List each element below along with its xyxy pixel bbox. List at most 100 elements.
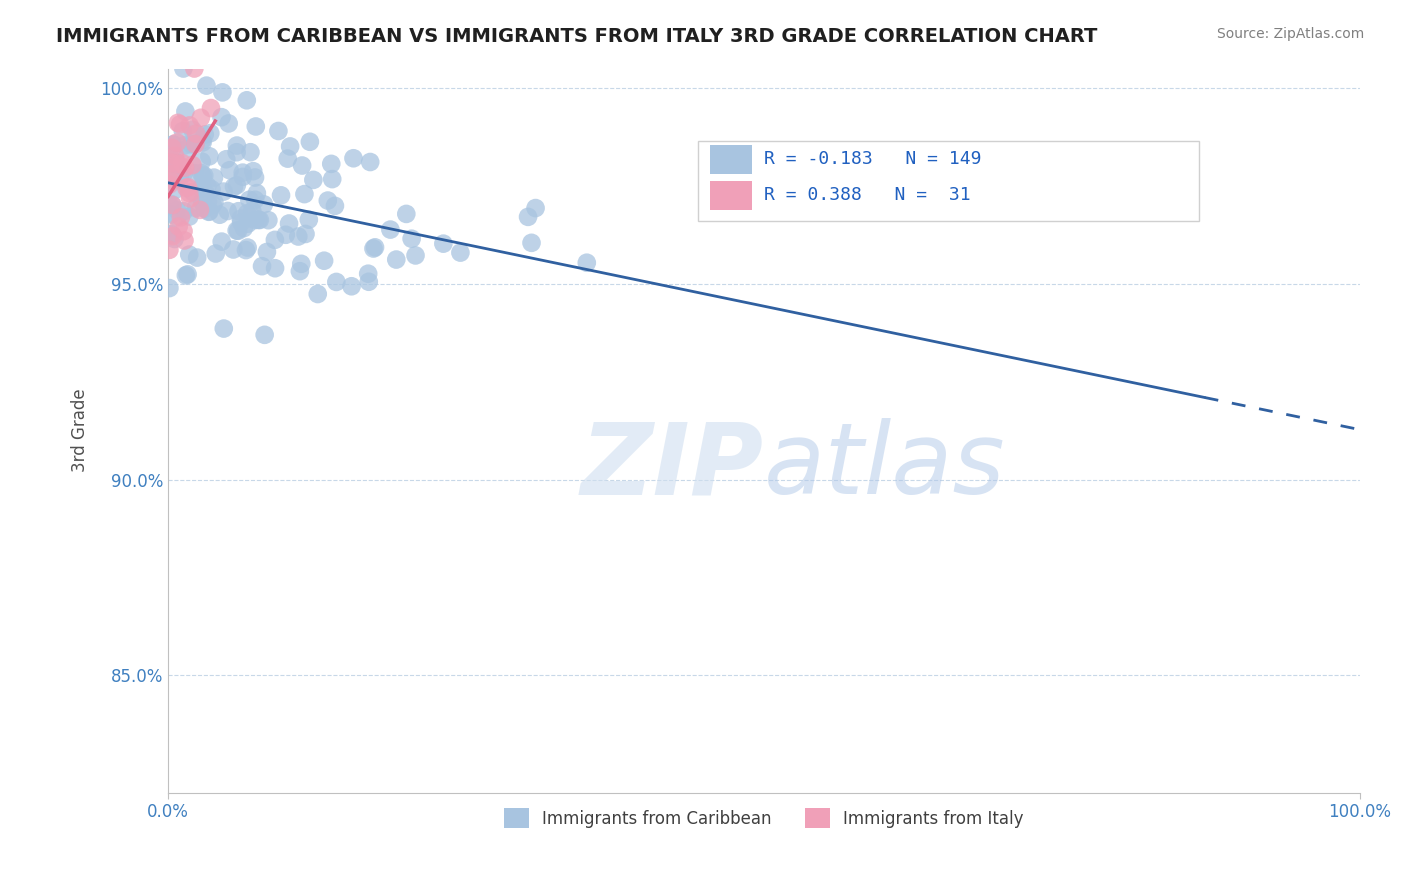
- Point: [159, 207, 181, 221]
- Point: [172, 124, 194, 138]
- Point: [217, 204, 239, 219]
- Point: [160, 227, 183, 242]
- Legend: Immigrants from Caribbean, Immigrants from Italy: Immigrants from Caribbean, Immigrants fr…: [498, 801, 1031, 835]
- Point: [249, 213, 271, 227]
- Point: [179, 247, 201, 261]
- Point: [167, 157, 190, 171]
- Point: [294, 187, 316, 202]
- Point: [169, 169, 191, 183]
- Point: [179, 191, 201, 205]
- Point: [173, 224, 195, 238]
- Point: [229, 215, 252, 229]
- Point: [166, 136, 188, 150]
- Point: [236, 206, 259, 220]
- Point: [166, 210, 188, 224]
- Point: [243, 193, 266, 207]
- Point: [363, 242, 385, 256]
- Point: [174, 104, 197, 119]
- Point: [157, 178, 180, 192]
- Point: [176, 268, 198, 282]
- Point: [236, 217, 259, 231]
- Point: [173, 167, 195, 181]
- Point: [278, 217, 301, 231]
- Point: [357, 267, 380, 281]
- Bar: [710, 181, 752, 210]
- Point: [323, 199, 346, 213]
- Point: [172, 62, 194, 76]
- Point: [198, 204, 221, 219]
- Point: [181, 158, 204, 172]
- Point: [245, 120, 267, 134]
- Point: [191, 194, 214, 209]
- Point: [208, 208, 231, 222]
- Point: [191, 133, 214, 147]
- Point: [160, 156, 183, 170]
- Point: [253, 327, 276, 342]
- Point: [288, 264, 311, 278]
- Point: [211, 86, 233, 100]
- Point: [405, 248, 427, 262]
- Point: [157, 281, 180, 295]
- Point: [232, 169, 254, 184]
- Point: [191, 136, 214, 150]
- Point: [524, 201, 547, 215]
- Point: [274, 227, 297, 242]
- Point: [197, 204, 219, 219]
- Point: [401, 232, 423, 246]
- Point: [242, 164, 264, 178]
- Point: [173, 234, 195, 248]
- Point: [267, 124, 290, 138]
- Point: [278, 139, 301, 153]
- Point: [202, 195, 225, 210]
- Point: [194, 202, 217, 216]
- Point: [264, 233, 287, 247]
- Point: [170, 211, 193, 225]
- Point: [160, 155, 183, 169]
- Point: [167, 219, 190, 234]
- Point: [200, 182, 222, 196]
- Point: [173, 204, 195, 219]
- Point: [246, 186, 269, 200]
- Text: R = 0.388   N =  31: R = 0.388 N = 31: [763, 186, 970, 204]
- Point: [179, 186, 201, 200]
- Point: [307, 287, 329, 301]
- Point: [364, 240, 387, 254]
- Point: [380, 222, 402, 236]
- Point: [160, 141, 183, 155]
- Point: [197, 194, 219, 209]
- Point: [314, 253, 336, 268]
- Point: [218, 163, 240, 178]
- Point: [190, 166, 212, 180]
- Point: [184, 136, 207, 151]
- Point: [395, 207, 418, 221]
- Point: [183, 166, 205, 180]
- Point: [232, 166, 254, 180]
- Point: [294, 227, 316, 241]
- Point: [342, 151, 364, 165]
- Point: [290, 257, 312, 271]
- Point: [179, 119, 201, 133]
- Point: [202, 170, 225, 185]
- Point: [179, 210, 201, 224]
- Point: [211, 235, 233, 249]
- Point: [225, 178, 247, 193]
- Point: [165, 161, 187, 176]
- Point: [240, 203, 263, 218]
- Point: [225, 138, 247, 153]
- Point: [162, 137, 184, 152]
- Point: [212, 185, 235, 199]
- Point: [517, 210, 540, 224]
- Point: [340, 279, 363, 293]
- Point: [162, 229, 184, 244]
- Point: [162, 153, 184, 168]
- Point: [432, 236, 454, 251]
- Point: [228, 204, 250, 219]
- Point: [243, 170, 266, 185]
- Point: [212, 321, 235, 335]
- Point: [159, 172, 181, 186]
- Point: [298, 135, 321, 149]
- Point: [184, 201, 207, 215]
- Point: [321, 172, 343, 186]
- Point: [232, 221, 254, 235]
- Point: [191, 178, 214, 193]
